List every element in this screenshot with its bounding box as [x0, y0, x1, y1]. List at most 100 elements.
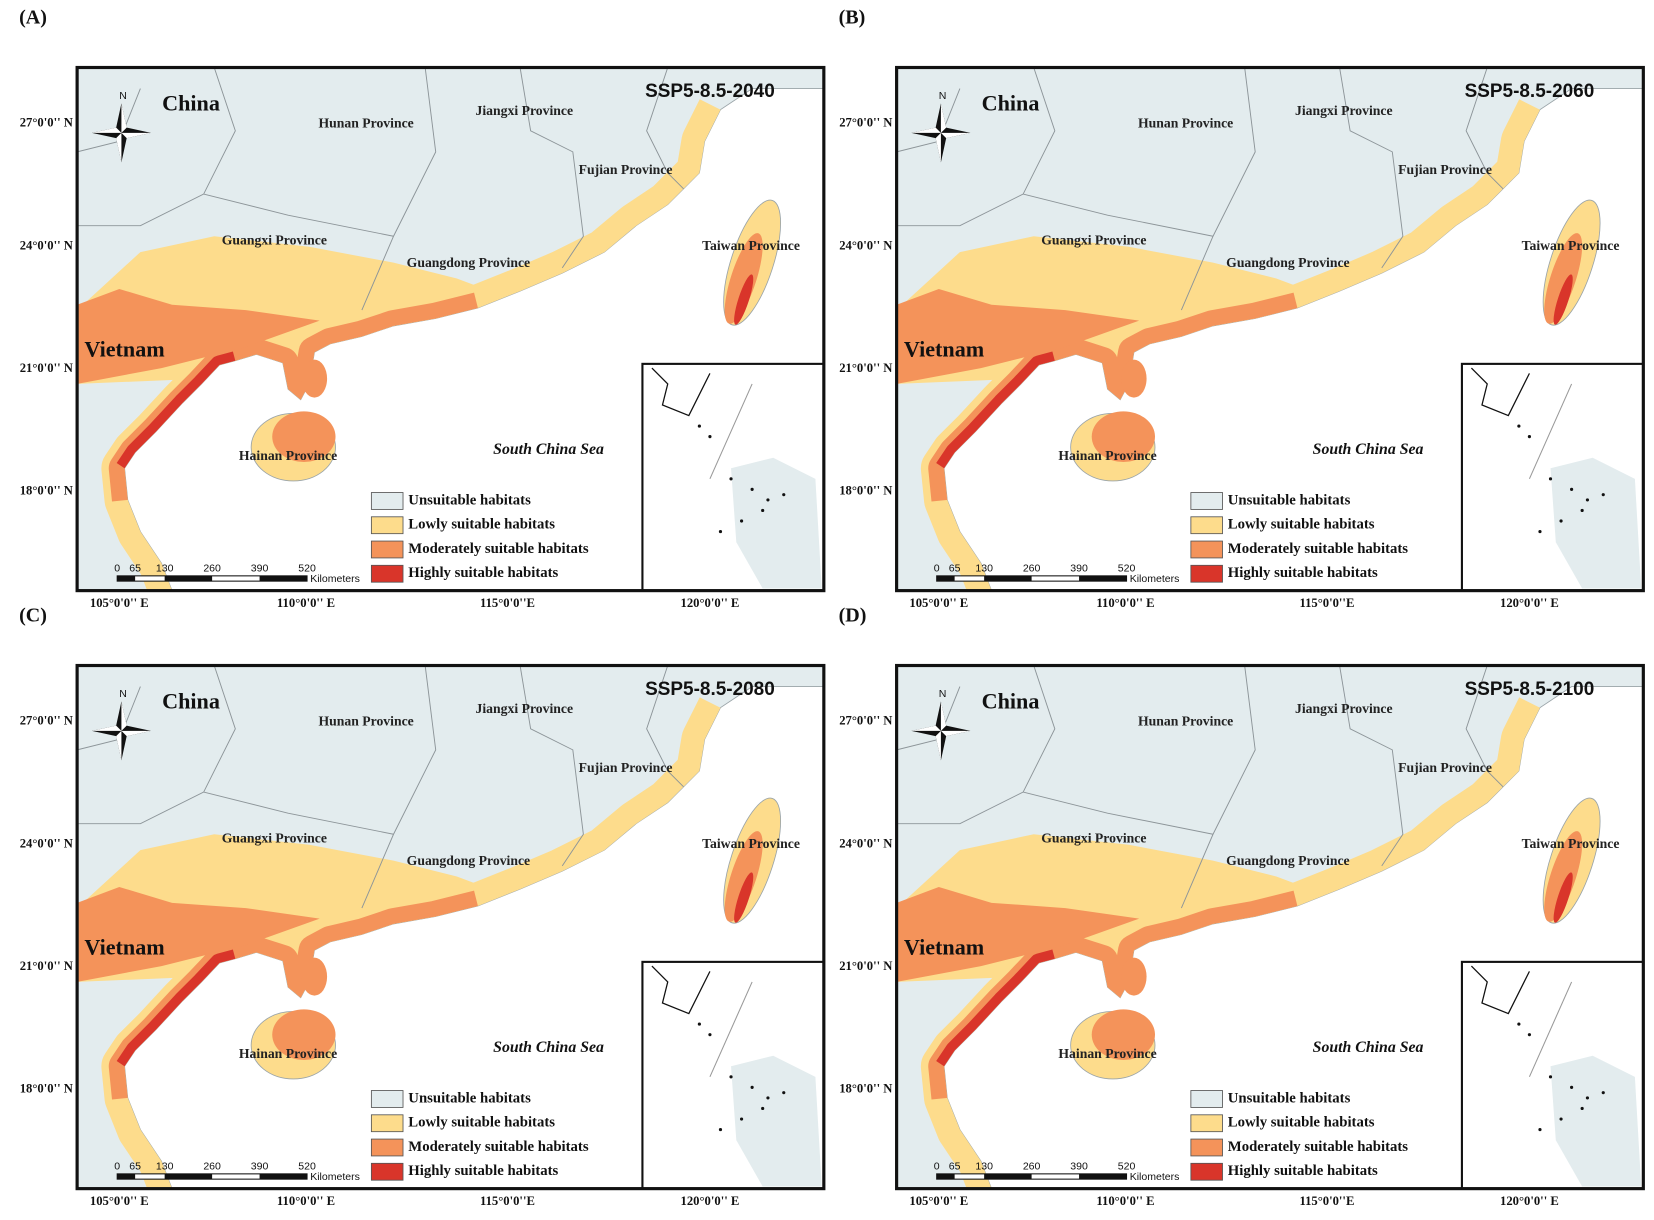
legend-label: Lowly suitable habitats [1228, 517, 1375, 533]
province-label: Guangxi Province [222, 831, 327, 846]
inset-island [1527, 1033, 1532, 1037]
legend-swatch [1190, 564, 1223, 583]
lat-tick: 18°0'0'' N [839, 1081, 892, 1095]
scenario-title: SSP5-8.5-2060 [1465, 81, 1595, 102]
panel-label: (B) [839, 7, 866, 29]
lon-tick: 120°0'0'' E [1500, 1194, 1559, 1208]
compass-n: N [119, 688, 127, 700]
hainan-moderate [1091, 411, 1156, 462]
compass-star-light [911, 103, 971, 163]
scale-bar-segment [984, 1173, 1032, 1180]
inset-island [1570, 487, 1574, 491]
scale-unit: Kilometers [1130, 573, 1180, 585]
scale-tick: 65 [129, 1160, 141, 1172]
taiwan-high [734, 274, 754, 325]
hainan-moderate [272, 1009, 336, 1060]
high-band [116, 949, 238, 1072]
province-border [1023, 193, 1214, 237]
scale-bar-segment [1079, 575, 1127, 582]
province-border [646, 67, 684, 190]
leizhou [301, 957, 328, 996]
legend-swatch [1190, 1138, 1223, 1157]
lat-tick: 18°0'0'' N [839, 483, 892, 497]
leizhou [1121, 359, 1147, 398]
inset-map [641, 362, 825, 592]
lon-tick: 105°0'0'' E [909, 596, 968, 610]
scale-tick: 390 [251, 562, 269, 574]
province-label: Fujian Province [1398, 162, 1492, 177]
inset-island [1538, 1127, 1542, 1132]
province-label: Fujian Province [579, 760, 673, 775]
country-label: Vietnam [84, 336, 165, 361]
moderate-blob [896, 288, 1140, 384]
scale-tick: 130 [156, 562, 174, 574]
map-panel: (B) N SSP5-8.5-2060 China Vietnam Hunan Provi… [839, 7, 1645, 610]
country-label: Vietnam [904, 934, 985, 959]
scale-bar-segment [117, 1173, 136, 1180]
lon-tick: 105°0'0'' E [90, 1194, 149, 1208]
lon-tick: 105°0'0'' E [90, 596, 149, 610]
province-border [519, 665, 584, 867]
lon-tick: 120°0'0'' E [681, 596, 740, 610]
scale-bar-segment [117, 575, 136, 582]
moderate-blob [77, 288, 320, 384]
inset-coast [651, 965, 711, 1015]
scale-tick: 260 [1023, 562, 1041, 574]
map-panel: (A) N SSP5-8.5-2040 China Vietnam Hunan Provi… [19, 7, 826, 610]
inset-island [1580, 1106, 1584, 1111]
inset-coast [651, 367, 711, 417]
inset-island [1517, 424, 1521, 428]
province-label: Hainan Province [239, 1046, 337, 1061]
scale-bar-segment [164, 575, 213, 582]
province-label: Guangdong Province [1226, 255, 1349, 270]
scale-tick: 65 [129, 562, 141, 574]
sea-label: South China Sea [1313, 1039, 1424, 1056]
province-border [361, 67, 437, 311]
legend-label: Highly suitable habitats [1228, 1163, 1378, 1179]
country-label: China [162, 91, 220, 116]
taiwan-high [1553, 872, 1573, 923]
legend-label: Lowly suitable habitats [408, 517, 555, 533]
legend-swatch [1190, 516, 1223, 535]
lat-tick: 21°0'0'' N [839, 959, 892, 973]
hainan-moderate [272, 411, 336, 462]
scale-tick: 65 [949, 562, 961, 574]
inset-land [731, 457, 822, 589]
lat-tick: 21°0'0'' N [839, 361, 892, 375]
lat-tick: 24°0'0'' N [20, 239, 73, 253]
scale-tick: 520 [298, 1160, 316, 1172]
inset-island [739, 519, 744, 523]
scale-tick: 390 [1070, 1160, 1088, 1172]
inset-map [641, 960, 825, 1190]
lon-tick: 120°0'0'' E [681, 1194, 740, 1208]
province-label: Jiangxi Province [1295, 701, 1393, 716]
legend-label: Moderately suitable habitats [1228, 1139, 1409, 1155]
province-label: Jiangxi Province [476, 701, 574, 716]
inset-island [766, 498, 770, 502]
province-label: Guangxi Province [222, 233, 327, 248]
scenario-title: SSP5-8.5-2040 [645, 81, 775, 102]
legend-label: Unsuitable habitats [408, 492, 531, 508]
lon-tick: 115°0'0''E [480, 596, 535, 610]
scale-tick: 130 [156, 1160, 174, 1172]
province-label: Jiangxi Province [1295, 103, 1393, 118]
sea-label: South China Sea [493, 441, 604, 458]
legend-swatch [1190, 1114, 1223, 1133]
inset-island [1559, 519, 1563, 523]
inset-island [761, 1106, 765, 1111]
inset-land [731, 1055, 822, 1187]
scale-bar-segment [1079, 1173, 1127, 1180]
compass: N [911, 90, 971, 163]
province-border [1180, 665, 1256, 909]
inset-island [708, 435, 712, 439]
panel-label: (A) [19, 7, 47, 29]
inset-island [1548, 477, 1553, 481]
sea-label: South China Sea [493, 1039, 604, 1056]
inset-island [1517, 1022, 1521, 1026]
province-border [519, 67, 584, 269]
taiwan-high [734, 872, 754, 923]
inset-island [729, 477, 733, 481]
province-border [1180, 67, 1256, 311]
inset-island [1580, 508, 1584, 513]
